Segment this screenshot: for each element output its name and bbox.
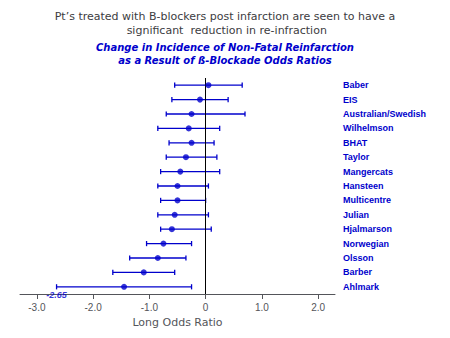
svg-text:Wilhelmson: Wilhelmson [343,123,393,133]
svg-text:Barber: Barber [343,267,373,277]
svg-text:Long Odds Ratio: Long Odds Ratio [132,316,222,329]
svg-text:Multicentre: Multicentre [343,195,391,205]
svg-text:-2.0: -2.0 [85,302,103,313]
svg-text:-2.65: -2.65 [46,290,68,300]
svg-text:Ahlmark: Ahlmark [343,282,380,292]
svg-text:Hjalmarson: Hjalmarson [343,224,392,234]
svg-text:significant reduction in re-i: significant reduction in re-infraction [123,24,327,37]
svg-text:1.0: 1.0 [255,302,269,313]
svg-text:Taylor: Taylor [343,152,370,162]
svg-text:2.0: 2.0 [311,302,325,313]
svg-text:Change in Incidence of Non-Fat: Change in Incidence of Non-Fatal Reinfar… [96,42,354,53]
svg-text:Mangercats: Mangercats [343,167,393,177]
svg-text:BHAT: BHAT [343,138,368,148]
svg-text:Baber: Baber [343,80,369,90]
svg-text:Australian/Swedish: Australian/Swedish [343,109,426,119]
svg-text:-1.0: -1.0 [141,302,159,313]
svg-text:Hansteen: Hansteen [343,181,384,191]
svg-text:as a Result of ß-Blockade Odds: as a Result of ß-Blockade Odds Ratios [118,55,332,66]
svg-text:0: 0 [203,302,209,313]
svg-text:Julian: Julian [343,210,369,220]
svg-text:Olsson: Olsson [343,253,374,263]
svg-text:EIS: EIS [343,95,358,105]
svg-text:Norwegian: Norwegian [343,239,389,249]
svg-text:-3.0: -3.0 [28,302,46,313]
svg-text:Pt’s treated with B-blockers p: Pt’s treated with B-blockers post infarc… [55,10,396,23]
